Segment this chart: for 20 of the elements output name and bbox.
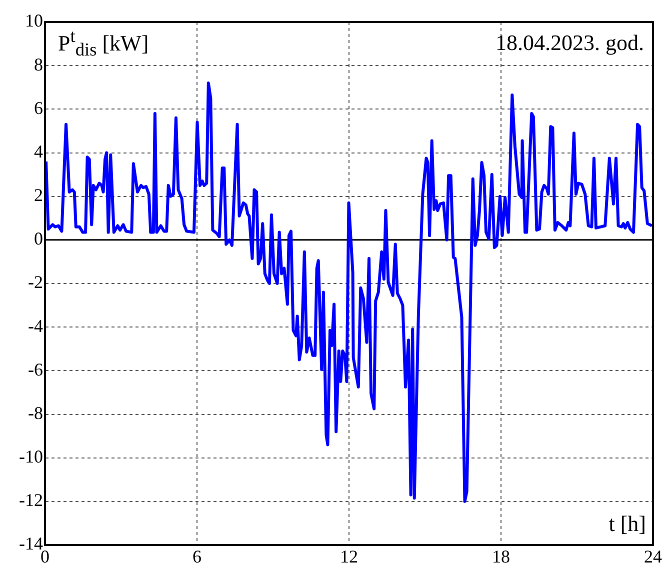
y-tick-label: -10 [19,446,43,467]
y-tick-label: 0 [34,228,43,249]
y-tick-label: -4 [28,316,43,336]
x-axis-title: t [h] [608,511,646,537]
y-tick-label: -12 [19,490,43,510]
annotation: 18.04.2023. god. [496,30,644,56]
x-tick-label: 12 [340,546,358,567]
y-tick-label: 2 [34,185,43,206]
y-tick-label: 10 [25,10,43,31]
y-axis-title: P$^{t}$$_{dis}$ [kW] [58,26,149,61]
y-tick-label: -8 [28,402,43,423]
x-tick-label: 24 [644,546,662,567]
y-tick-label: 4 [34,141,43,162]
y-tick-label: -6 [28,359,43,380]
y-tick-label: 8 [34,54,43,74]
x-tick-label: 18 [492,546,510,567]
y-tick-label: 6 [34,98,43,118]
y-tick-label: -14 [19,534,43,554]
y-tick-label: -2 [28,272,43,292]
x-tick-label: 6 [192,546,202,567]
